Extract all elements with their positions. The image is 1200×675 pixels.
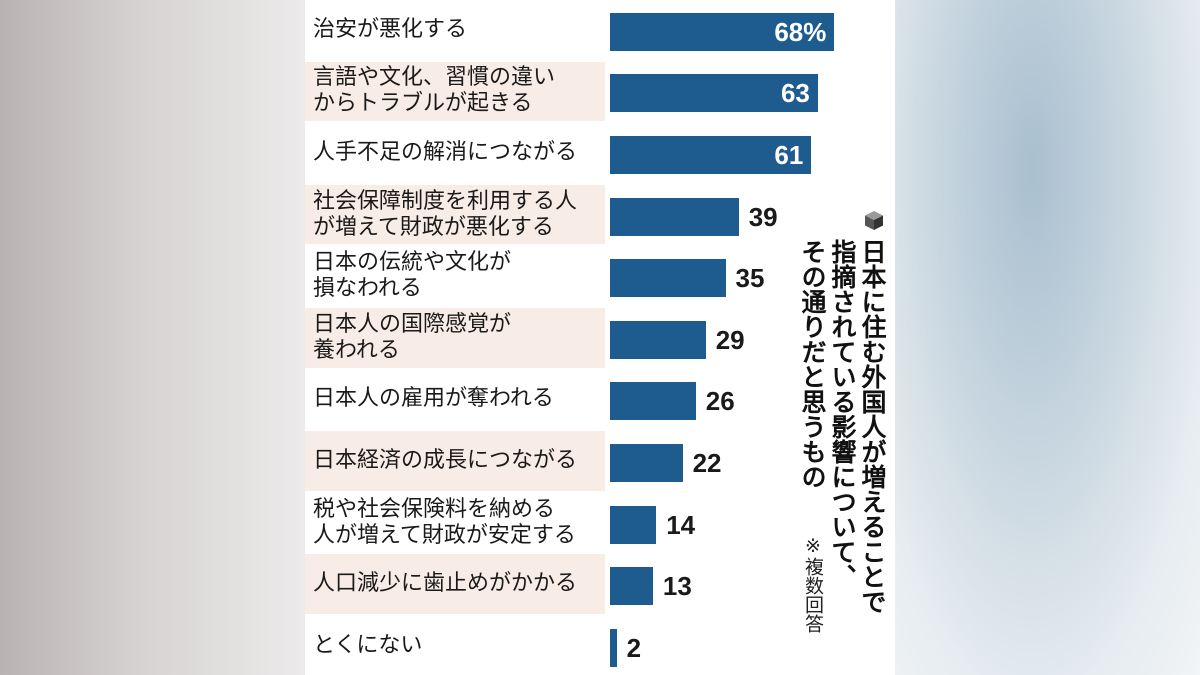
category-label: 人口減少に歯止めがかかる — [313, 571, 578, 597]
bar — [610, 259, 726, 298]
category-label: 日本人の雇用が奪われる — [313, 386, 554, 412]
value-label: 2 — [626, 632, 642, 663]
row-band — [305, 61, 605, 122]
background-left — [0, 0, 305, 675]
bar — [610, 136, 812, 174]
row-band — [305, 554, 605, 614]
category-label: 日本人の国際感覚が 養われる — [313, 311, 512, 363]
chart-title-line-2: 指摘されている影響について、 — [828, 239, 857, 589]
value-label: 14 — [666, 509, 696, 540]
row-band — [305, 184, 605, 245]
chart-panel: 治安が悪化する 68% 言語や文化、習慣の違い からトラブルが起きる 63 人手不足の解… — [305, 0, 895, 675]
category-label: 社会保障制度を利用する人 が増えて財政が悪化する — [313, 188, 578, 240]
row-band — [305, 308, 605, 368]
bar — [610, 567, 653, 606]
value-label: 22 — [692, 448, 722, 478]
value-label: 13 — [662, 571, 692, 602]
bar — [610, 74, 818, 113]
bar — [610, 628, 617, 667]
value-label: 63 — [780, 78, 810, 109]
category-label: 税や社会保険料を納める 人が増えて財政が安定する — [313, 496, 576, 548]
value-label: 68% — [774, 16, 827, 47]
chart-note: ※複数回答 — [802, 535, 824, 633]
category-label: 人手不足の解消につながる — [313, 139, 578, 165]
category-label: 日本経済の成長につながる — [313, 447, 578, 473]
chart-title: 日本に住む外国人が増えることで 指摘されている影響について、 その通りだと思うも… — [797, 205, 893, 675]
row-band — [305, 431, 605, 491]
value-label: 39 — [748, 201, 778, 232]
bar — [610, 505, 657, 544]
value-label: 26 — [705, 386, 735, 417]
chart-title-line-3: その通りだと思うもの — [798, 239, 827, 489]
bar — [610, 382, 696, 421]
category-label: 日本の伝統や文化が 損なわれる — [313, 250, 512, 302]
category-label: 治安が悪化する — [313, 16, 468, 42]
cube-icon — [865, 211, 883, 230]
background-right — [895, 0, 1200, 675]
category-label: 言語や文化、習慣の違い からトラブルが起きる — [313, 65, 556, 117]
chart-title-line-1: 日本に住む外国人が増えることで — [858, 239, 887, 614]
bar — [610, 12, 835, 51]
bar — [610, 444, 683, 482]
bar — [610, 320, 706, 359]
value-label: 29 — [715, 324, 745, 355]
value-label: 35 — [735, 263, 765, 294]
category-label: とくにない — [313, 632, 423, 658]
bar — [610, 197, 739, 236]
value-label: 61 — [774, 140, 804, 170]
